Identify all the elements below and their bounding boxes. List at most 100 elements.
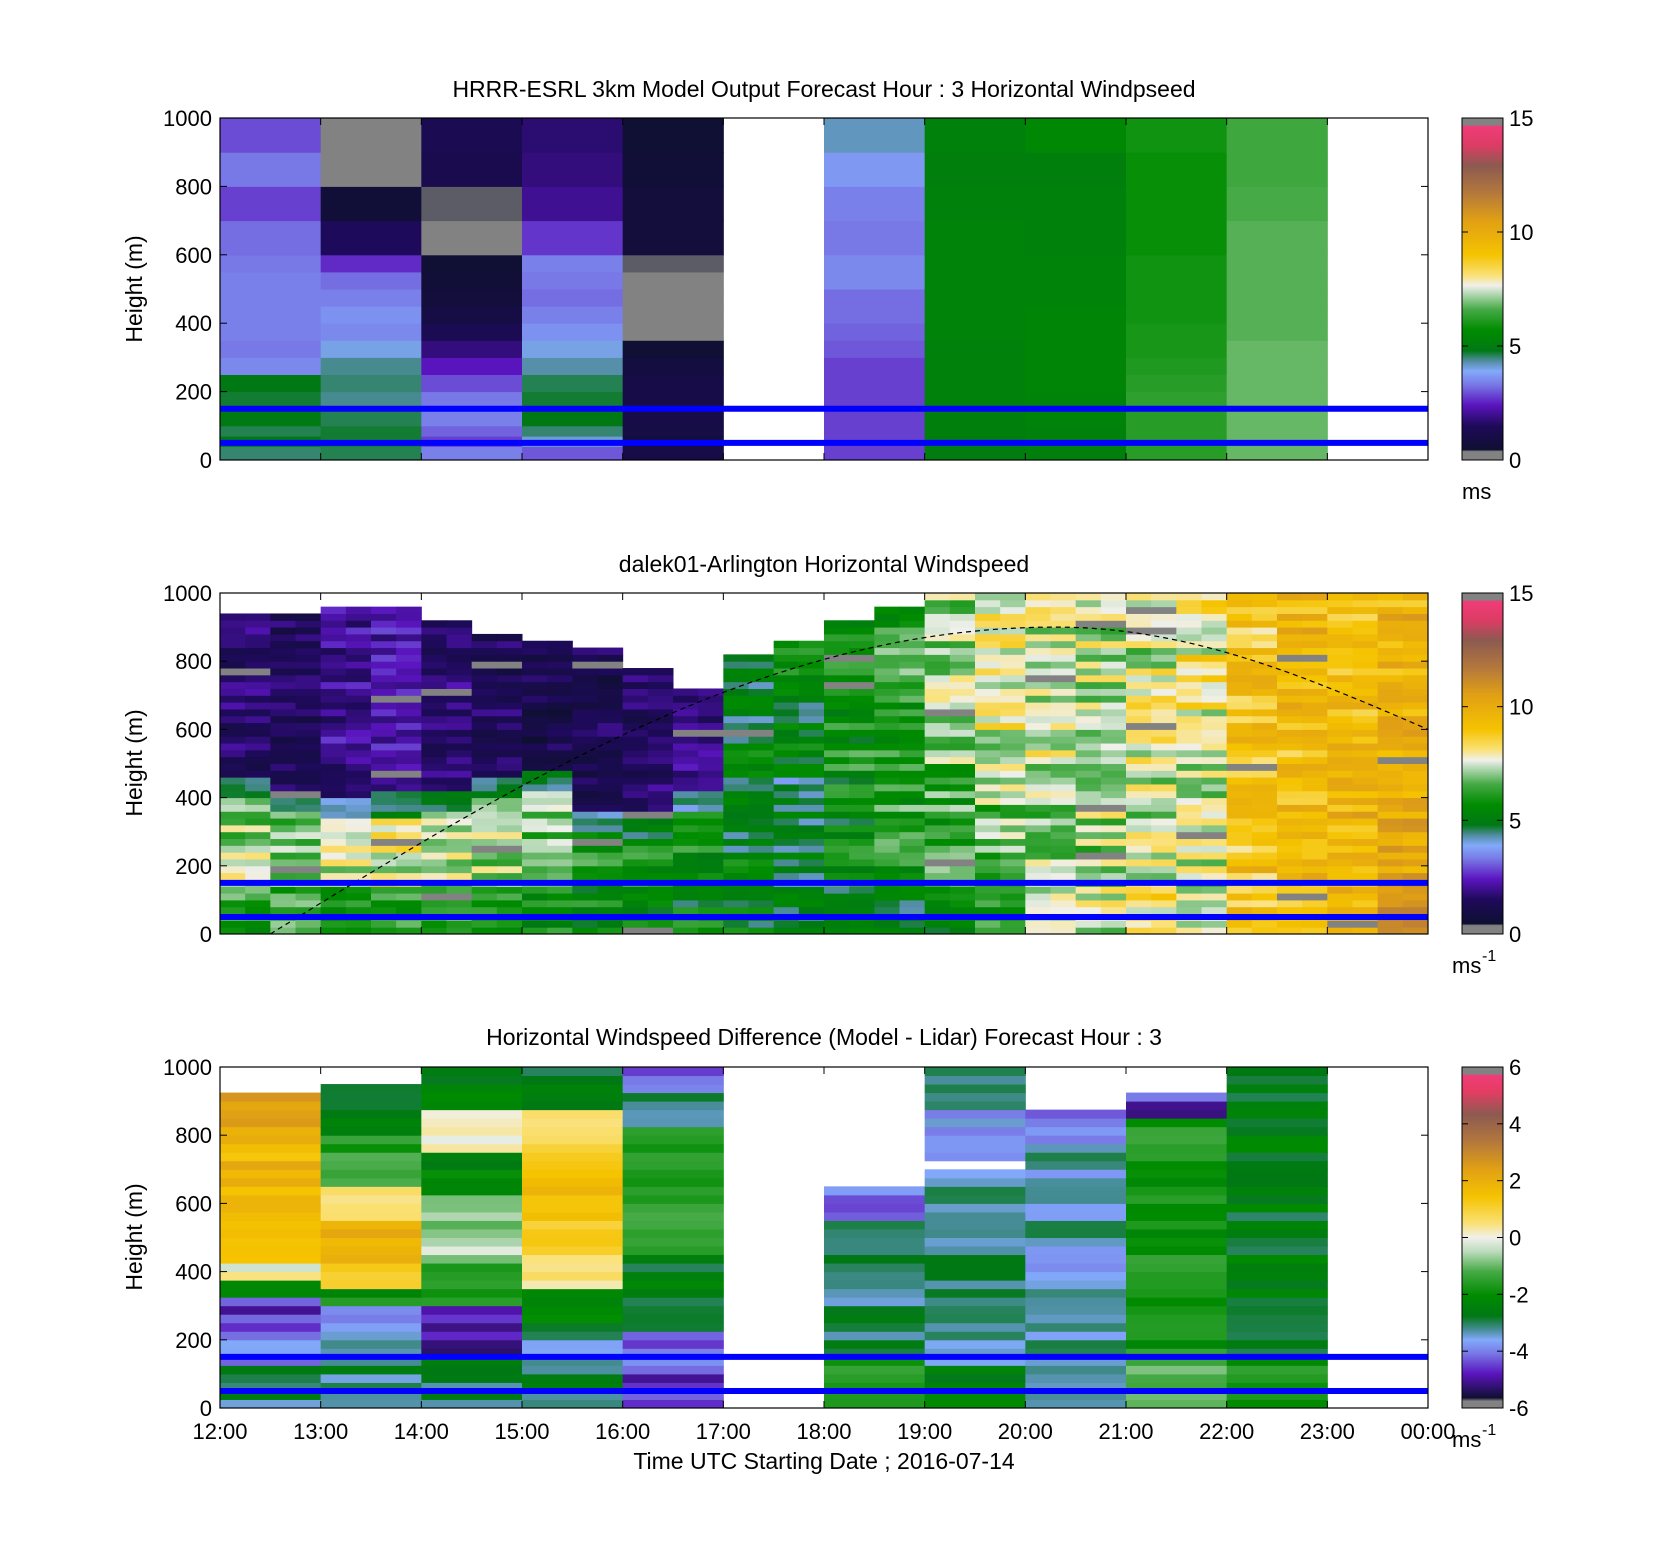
- heatmap-cell: [572, 783, 598, 792]
- heatmap-cell: [1075, 668, 1102, 676]
- heatmap-cell: [345, 729, 372, 737]
- heatmap-cell: [748, 674, 775, 683]
- heatmap-cell: [1226, 831, 1253, 840]
- heatmap-cell: [446, 708, 473, 717]
- heatmap-cell: [220, 838, 246, 846]
- heatmap-cell: [1176, 620, 1202, 628]
- heatmap-cell: [1075, 845, 1102, 853]
- heatmap-cell: [220, 391, 322, 410]
- heatmap-cell: [1126, 763, 1152, 771]
- heatmap-cell: [924, 1211, 1026, 1221]
- heatmap-cell: [899, 668, 926, 676]
- heatmap-cell: [1025, 927, 1051, 934]
- heatmap-cell: [849, 674, 875, 683]
- heatmap-cell: [824, 797, 850, 805]
- heatmap-cell: [270, 831, 296, 840]
- heatmap-cell: [320, 736, 347, 744]
- heatmap-cell: [849, 627, 875, 635]
- heatmap-cell: [396, 804, 422, 812]
- heatmap-cell: [924, 1339, 1026, 1349]
- heatmap-cell: [798, 927, 825, 934]
- heatmap-cell: [220, 674, 246, 683]
- heatmap-cell: [270, 763, 296, 771]
- heatmap-cell: [924, 708, 951, 717]
- heatmap-cell: [924, 1356, 1026, 1366]
- heatmap-cell: [1025, 722, 1051, 730]
- heatmap-cell: [1075, 715, 1102, 724]
- heatmap-cell: [1226, 797, 1253, 805]
- heatmap-cell: [1176, 708, 1202, 717]
- heatmap-cell: [723, 743, 749, 751]
- heatmap-cell: [1377, 804, 1404, 812]
- heatmap-cell: [1126, 838, 1152, 846]
- heatmap-cell: [421, 858, 447, 867]
- heatmap-cell: [773, 749, 800, 758]
- heatmap-cell: [622, 708, 649, 717]
- heatmap-cell: [1402, 811, 1428, 819]
- heatmap-cell: [1226, 872, 1253, 880]
- heatmap-cell: [547, 831, 573, 840]
- heatmap-cell: [1025, 408, 1127, 427]
- heatmap-cell: [824, 920, 850, 928]
- heatmap-cell: [1251, 804, 1278, 812]
- heatmap-cell: [849, 777, 875, 785]
- heatmap-cell: [572, 824, 598, 833]
- heatmap-cell: [421, 340, 523, 358]
- heatmap-cell: [798, 736, 825, 744]
- heatmap-cell: [874, 715, 900, 724]
- x-tick-label: 15:00: [494, 1419, 549, 1444]
- heatmap-cell: [295, 899, 322, 908]
- heatmap-cell: [798, 763, 825, 771]
- heatmap-cell: [698, 756, 724, 764]
- heatmap-cell: [295, 743, 322, 751]
- heatmap-cell: [1327, 640, 1353, 649]
- heatmap-cell: [471, 906, 498, 915]
- heatmap-cell: [572, 831, 598, 840]
- heatmap-cell: [1251, 722, 1278, 730]
- heatmap-cell: [874, 893, 900, 901]
- heatmap-cell: [471, 654, 498, 662]
- heatmap-cell: [471, 640, 498, 649]
- heatmap-cell: [1352, 899, 1379, 908]
- heatmap-cell: [496, 763, 523, 771]
- heatmap-cell: [824, 391, 926, 410]
- heatmap-cell: [899, 858, 926, 867]
- heatmap-cell: [1000, 797, 1026, 805]
- heatmap-cell: [220, 811, 246, 819]
- heatmap-cell: [1352, 688, 1379, 696]
- heatmap-cell: [396, 695, 422, 703]
- heatmap-cell: [245, 613, 271, 621]
- heatmap-cell: [345, 770, 372, 778]
- heatmap-cell: [1226, 1186, 1328, 1196]
- heatmap-cell: [723, 845, 749, 853]
- heatmap-cell: [245, 722, 271, 730]
- panel-difference-reference-lines: [220, 1353, 1428, 1394]
- heatmap-cell: [1327, 620, 1353, 628]
- heatmap-cell: [396, 920, 422, 928]
- heatmap-cell: [220, 1356, 322, 1366]
- heatmap-cell: [1327, 715, 1353, 724]
- heatmap-cell: [371, 906, 397, 915]
- heatmap-cell: [622, 1160, 724, 1170]
- heatmap-cell: [1251, 906, 1278, 915]
- heatmap-cell: [1201, 715, 1228, 724]
- heatmap-cell: [1151, 790, 1177, 799]
- heatmap-cell: [748, 811, 775, 819]
- heatmap-cell: [723, 729, 749, 737]
- heatmap-cell: [245, 852, 271, 860]
- heatmap-cell: [1327, 749, 1353, 758]
- heatmap-cell: [1277, 893, 1303, 901]
- heatmap-cell: [824, 824, 850, 833]
- heatmap-cell: [1126, 633, 1152, 642]
- heatmap-cell: [1226, 1220, 1328, 1230]
- heatmap-cell: [1226, 1237, 1328, 1247]
- heatmap-cell: [924, 858, 951, 867]
- heatmap-cell: [522, 804, 548, 812]
- heatmap-cell: [522, 640, 548, 649]
- heatmap-cell: [597, 647, 624, 655]
- heatmap-cell: [320, 1382, 422, 1392]
- heatmap-cell: [748, 838, 775, 846]
- heatmap-cell: [899, 899, 926, 908]
- heatmap-cell: [723, 783, 749, 792]
- heatmap-cell: [924, 1067, 1026, 1077]
